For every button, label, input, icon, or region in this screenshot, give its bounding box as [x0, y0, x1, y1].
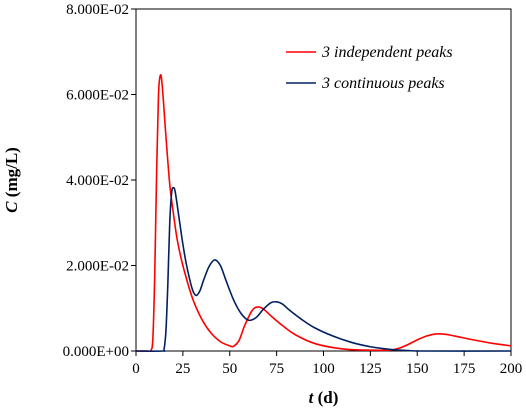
x-axis-variable: t — [309, 388, 315, 407]
x-tick-label: 75 — [269, 361, 284, 377]
x-axis-ticks: 0 25 50 75 100 125 150 175 200 — [132, 351, 522, 377]
x-tick-label: 125 — [359, 361, 382, 377]
y-tick-label: 4.000E-02 — [66, 173, 129, 189]
series-layer — [135, 74, 512, 353]
legend-label-2: 3 continuous peaks — [321, 75, 445, 92]
x-tick-label: 50 — [222, 361, 237, 377]
y-axis-title: C (mg/L) — [2, 147, 21, 213]
series-line-1 — [135, 74, 512, 353]
x-tick-label: 0 — [132, 361, 140, 377]
y-tick-label: 2.000E-02 — [66, 259, 129, 275]
y-axis-unit: (mg/L) — [2, 147, 21, 197]
y-axis-ticks: 0.000E+00 2.000E-02 4.000E-02 6.000E-02 8.00… — [63, 2, 136, 360]
x-tick-label: 150 — [406, 361, 429, 377]
x-axis-unit: (d) — [318, 388, 339, 407]
y-tick-label: 6.000E-02 — [66, 88, 129, 104]
y-tick-label: 8.000E-02 — [66, 2, 129, 18]
x-tick-label: 200 — [500, 361, 523, 377]
x-axis-title: t (d) — [309, 388, 339, 407]
y-tick-label: 0.000E+00 — [63, 344, 129, 360]
series-line-2 — [135, 186, 512, 352]
x-tick-label: 175 — [453, 361, 476, 377]
legend: 3 independent peaks 3 continuous peaks — [286, 44, 453, 92]
y-axis-variable: C — [2, 201, 21, 213]
legend-label-1: 3 independent peaks — [321, 44, 453, 61]
x-tick-label: 100 — [312, 361, 335, 377]
x-tick-label: 25 — [175, 361, 190, 377]
